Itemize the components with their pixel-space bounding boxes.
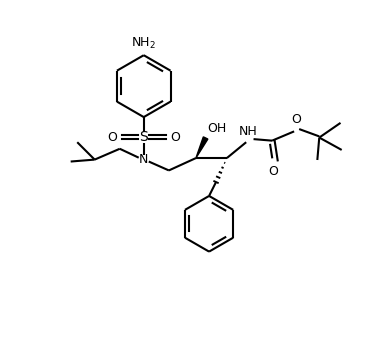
- Polygon shape: [196, 137, 208, 158]
- Text: NH: NH: [239, 125, 258, 138]
- Text: O: O: [170, 131, 180, 144]
- Text: O: O: [291, 113, 301, 126]
- Text: OH: OH: [208, 122, 227, 135]
- Text: NH$_2$: NH$_2$: [131, 36, 156, 51]
- Text: S: S: [139, 130, 148, 144]
- Text: O: O: [107, 131, 117, 144]
- Text: O: O: [268, 165, 278, 178]
- Text: N: N: [139, 153, 149, 166]
